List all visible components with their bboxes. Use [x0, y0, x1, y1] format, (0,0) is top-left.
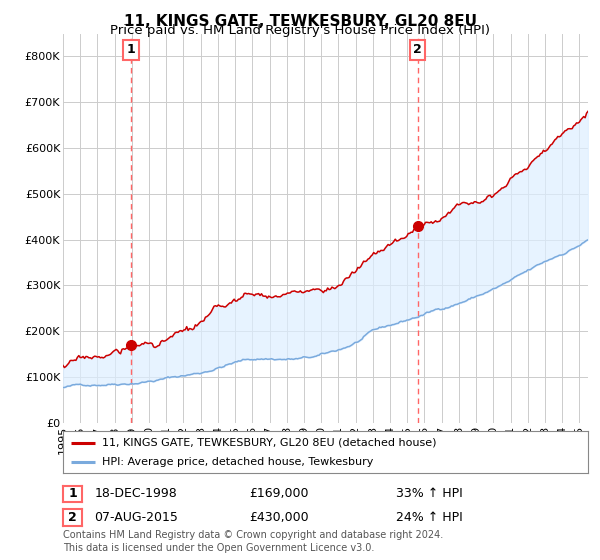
Text: 2: 2 — [413, 43, 422, 57]
Text: £169,000: £169,000 — [249, 487, 308, 501]
Text: HPI: Average price, detached house, Tewkesbury: HPI: Average price, detached house, Tewk… — [103, 458, 374, 467]
Text: Contains HM Land Registry data © Crown copyright and database right 2024.
This d: Contains HM Land Registry data © Crown c… — [63, 530, 443, 553]
Text: 24% ↑ HPI: 24% ↑ HPI — [396, 511, 463, 524]
Text: 11, KINGS GATE, TEWKESBURY, GL20 8EU (detached house): 11, KINGS GATE, TEWKESBURY, GL20 8EU (de… — [103, 438, 437, 448]
Text: £430,000: £430,000 — [249, 511, 308, 524]
Text: 2: 2 — [68, 511, 77, 524]
Text: Price paid vs. HM Land Registry's House Price Index (HPI): Price paid vs. HM Land Registry's House … — [110, 24, 490, 37]
Text: 1: 1 — [68, 487, 77, 501]
Text: 11, KINGS GATE, TEWKESBURY, GL20 8EU: 11, KINGS GATE, TEWKESBURY, GL20 8EU — [124, 14, 476, 29]
Text: 18-DEC-1998: 18-DEC-1998 — [94, 487, 177, 501]
Text: 07-AUG-2015: 07-AUG-2015 — [94, 511, 178, 524]
Text: 33% ↑ HPI: 33% ↑ HPI — [396, 487, 463, 501]
Text: 1: 1 — [127, 43, 136, 57]
